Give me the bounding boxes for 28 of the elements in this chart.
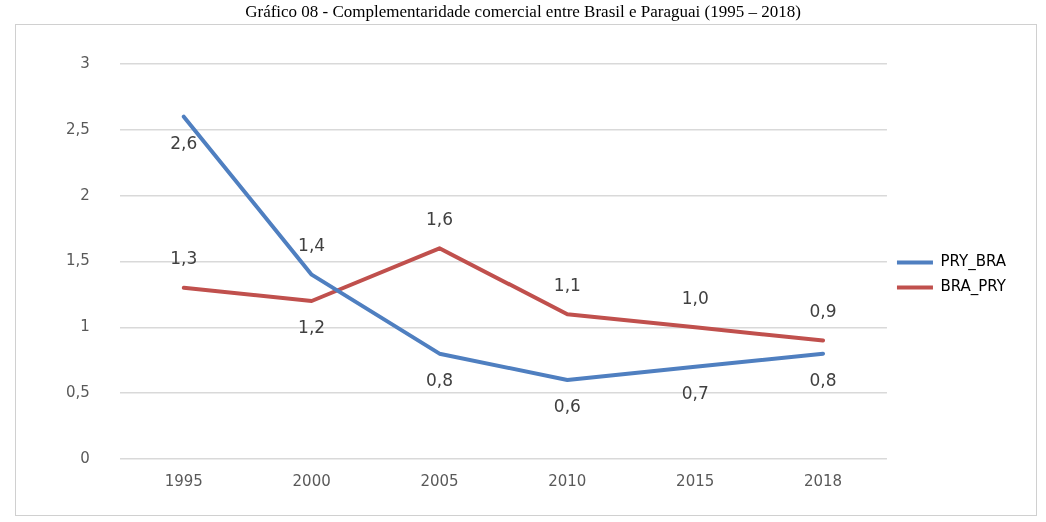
- x-tick-label: 2018: [803, 471, 843, 490]
- x-tick-label: 1995: [164, 471, 203, 490]
- data-label: 1,3: [170, 248, 198, 269]
- data-label: 1,0: [681, 287, 709, 308]
- data-label: 1,4: [298, 235, 326, 256]
- y-tick-label: 1,5: [66, 251, 90, 270]
- data-label: 0,6: [553, 396, 581, 417]
- y-tick-label: 2,5: [66, 119, 90, 138]
- y-tick-label: 0: [80, 448, 90, 467]
- data-label: 0,8: [809, 370, 837, 391]
- x-tick-label: 2000: [292, 471, 331, 490]
- data-label: 0,8: [425, 370, 454, 391]
- x-tick-label: 2005: [420, 471, 459, 490]
- y-tick-label: 1: [80, 317, 90, 336]
- legend-label: BRA_PRY: [940, 277, 1007, 297]
- data-label: 0,7: [681, 383, 709, 404]
- data-label: 1,2: [298, 317, 326, 338]
- x-tick-label: 2015: [676, 471, 715, 490]
- y-tick-label: 2: [80, 185, 90, 204]
- legend-label: PRY_BRA: [940, 252, 1007, 272]
- chart-title: Gráfico 08 - Complementaridade comercial entre Brasil e Paraguai (1995 – 2018): [244, 1, 802, 23]
- y-tick-label: 3: [80, 53, 90, 72]
- data-label: 1,1: [553, 274, 581, 295]
- data-label: 1,6: [425, 208, 454, 229]
- data-label: 0,9: [809, 300, 837, 321]
- y-tick-label: 0,5: [66, 383, 90, 402]
- data-label: 2,6: [170, 133, 198, 154]
- x-tick-label: 2010: [548, 471, 587, 490]
